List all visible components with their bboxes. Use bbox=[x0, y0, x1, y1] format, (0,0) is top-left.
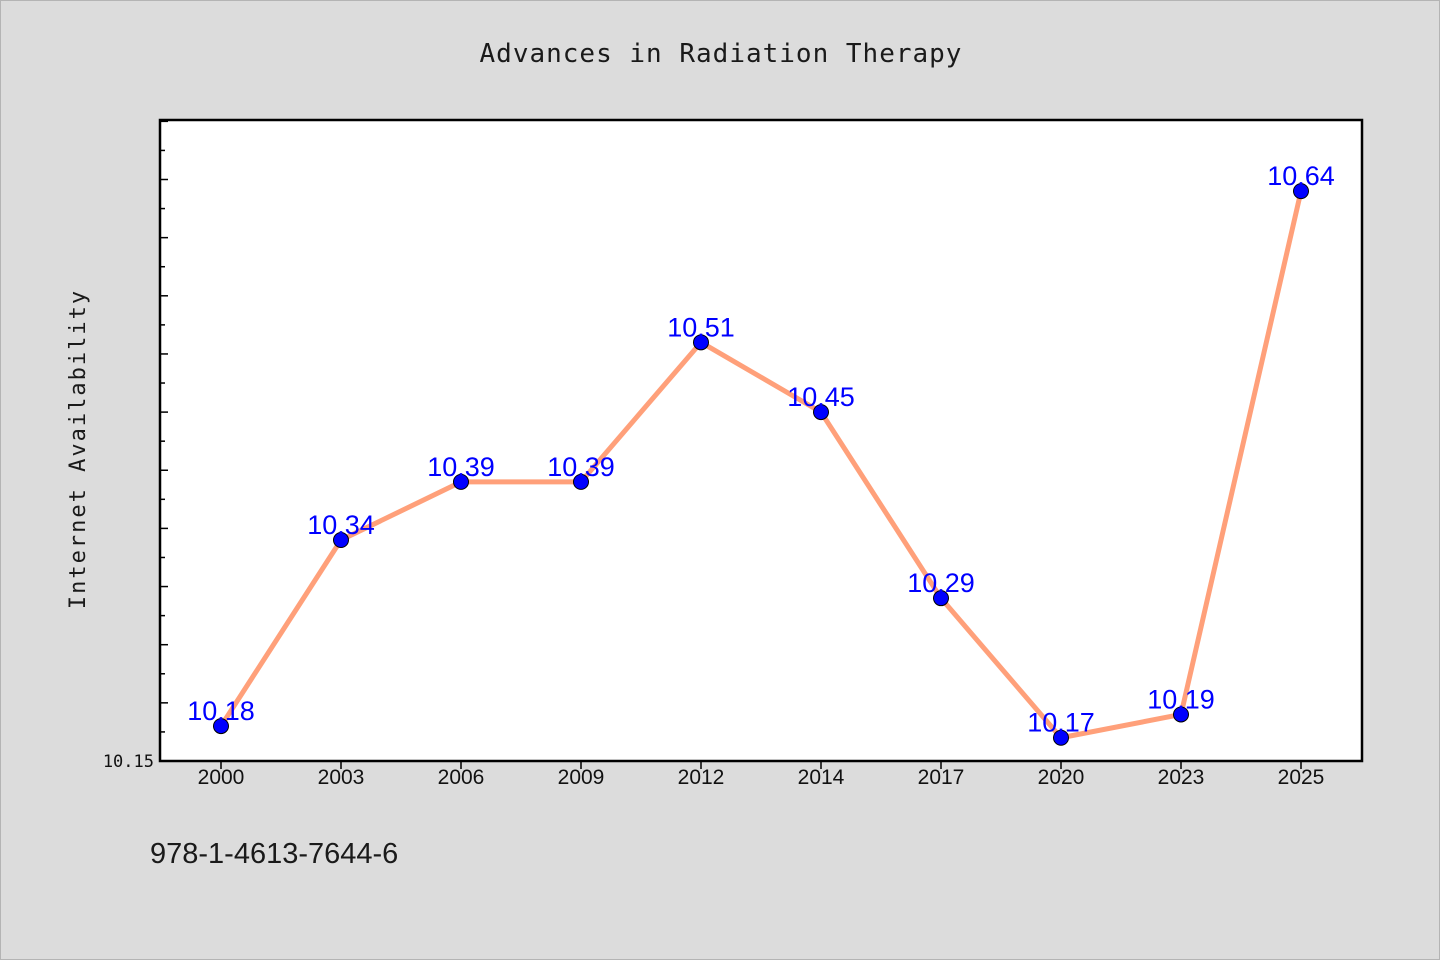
series-line bbox=[218, 188, 1304, 741]
data-point bbox=[333, 532, 349, 549]
data-label: 10.29 bbox=[907, 568, 975, 598]
x-tick-label: 2017 bbox=[918, 766, 965, 789]
y-axis-label: Internet Availability bbox=[66, 289, 91, 609]
plot-area bbox=[158, 118, 1364, 763]
x-tick-label: 2023 bbox=[1158, 766, 1205, 789]
data-label: 10.18 bbox=[187, 696, 255, 726]
y-axis-tick-labels: 10.15 bbox=[103, 752, 154, 772]
data-point bbox=[213, 718, 229, 735]
x-tick-label: 2012 bbox=[678, 766, 725, 789]
data-label: 10.34 bbox=[307, 510, 375, 540]
footnote-isbn: 978-1-4613-7644-6 bbox=[150, 838, 398, 870]
data-label: 10.39 bbox=[547, 452, 615, 482]
data-label: 10.17 bbox=[1027, 708, 1095, 738]
data-point bbox=[1173, 706, 1189, 723]
y-axis-ticks bbox=[160, 120, 168, 762]
x-tick-label: 2014 bbox=[798, 766, 845, 789]
data-label: 10.45 bbox=[787, 382, 855, 412]
data-point bbox=[1293, 183, 1309, 200]
data-label: 10.64 bbox=[1267, 161, 1335, 191]
data-label: 10.51 bbox=[667, 312, 735, 342]
series-lines bbox=[218, 188, 1304, 741]
data-point bbox=[933, 590, 949, 607]
data-label: 10.39 bbox=[427, 452, 495, 482]
data-point bbox=[1053, 729, 1069, 746]
x-tick-label: 2020 bbox=[1038, 766, 1085, 789]
data-labels: 10.18 10.34 10.39 10.39 10.51 10.45 10.29 10.17… bbox=[187, 161, 1335, 738]
x-tick-label: 2006 bbox=[438, 766, 485, 789]
x-tick-label: 2003 bbox=[318, 766, 365, 789]
x-tick-label: 2000 bbox=[198, 766, 245, 789]
data-points bbox=[213, 183, 1309, 746]
y-tick-label: 10.15 bbox=[103, 752, 154, 772]
x-tick-label: 2009 bbox=[558, 766, 605, 789]
data-point bbox=[453, 473, 469, 490]
data-label: 10.19 bbox=[1147, 684, 1215, 714]
x-axis-ticks bbox=[220, 761, 1302, 769]
x-tick-label: 2025 bbox=[1278, 766, 1325, 789]
data-point bbox=[573, 473, 589, 490]
data-point bbox=[813, 404, 829, 421]
x-axis-tick-labels: 2000 2003 2006 2009 2012 2014 2017 2020 2023 2025 bbox=[198, 766, 1325, 789]
chart-title: Advances in Radiation Therapy bbox=[480, 39, 963, 69]
data-point bbox=[693, 334, 709, 351]
